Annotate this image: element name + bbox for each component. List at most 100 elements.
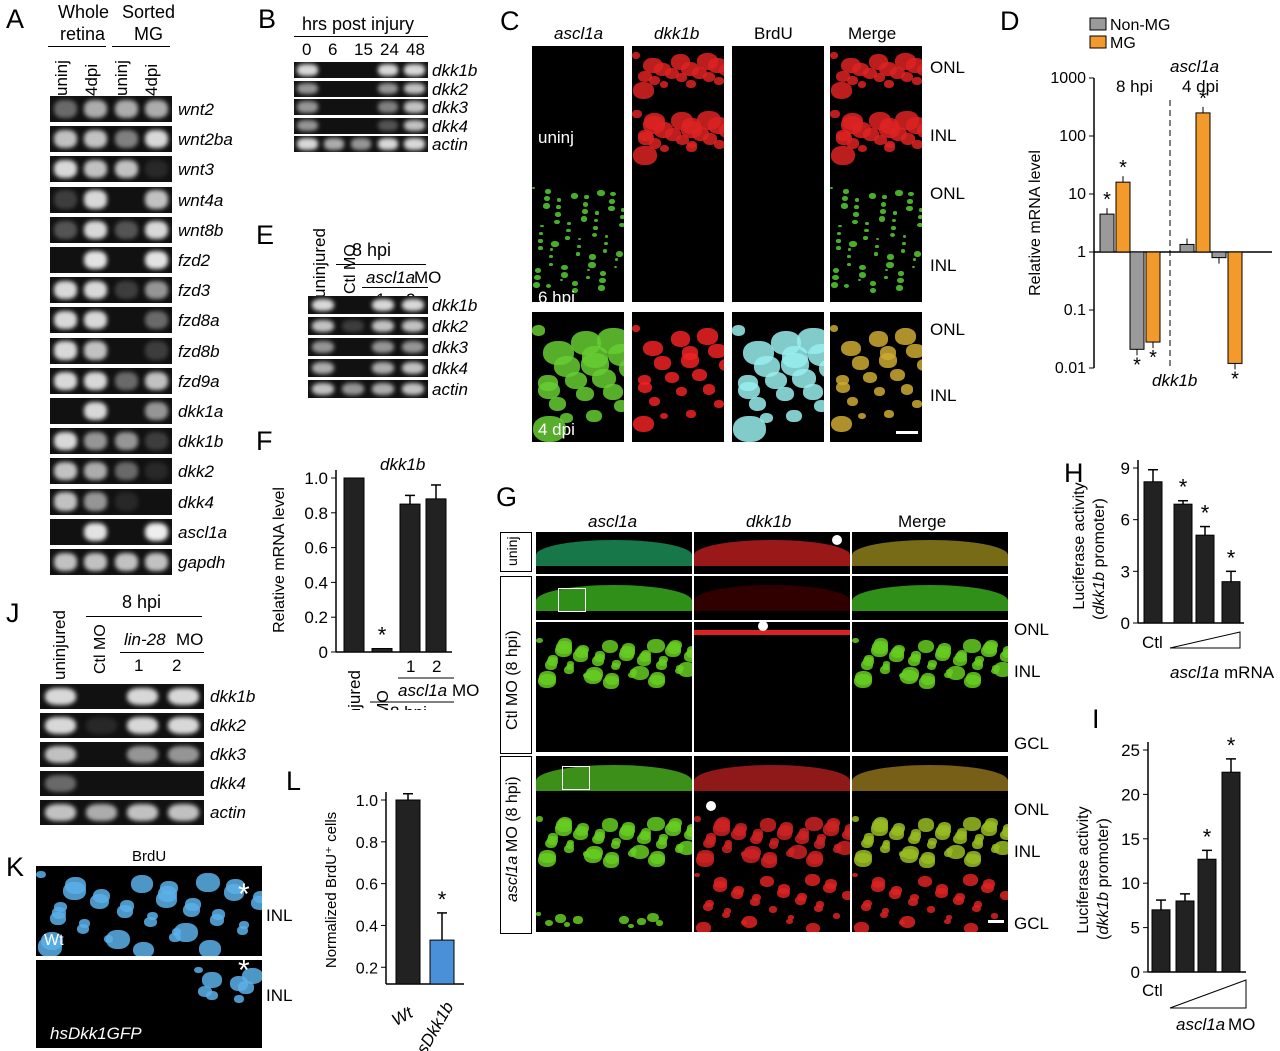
cell-signal bbox=[612, 659, 621, 667]
d-legend-mg: MG bbox=[1110, 35, 1136, 52]
cell-signal bbox=[864, 833, 875, 841]
cell-signal bbox=[543, 196, 551, 202]
a-header-retina: retina bbox=[60, 24, 106, 44]
f-xlabel-1: 1 bbox=[406, 657, 415, 676]
cell-signal bbox=[576, 822, 589, 833]
c-row-label: 4 dpi bbox=[538, 420, 575, 439]
d-gene-top: ascl1a bbox=[1170, 57, 1219, 76]
cell-signal bbox=[206, 991, 218, 1000]
cell-signal bbox=[936, 884, 949, 894]
c-col-label: Merge bbox=[848, 24, 897, 43]
cell-signal bbox=[723, 842, 733, 850]
ytick-label: 0.8 bbox=[304, 504, 328, 523]
i-ylabel-3: promoter) bbox=[1095, 818, 1112, 892]
cell-signal bbox=[1000, 891, 1008, 900]
cell-signal bbox=[786, 918, 794, 925]
gel-band bbox=[114, 160, 138, 179]
k-title: BrdU bbox=[132, 848, 167, 865]
c-micrograph bbox=[732, 46, 824, 174]
cell-signal bbox=[947, 844, 966, 860]
f-ylabel: Relative mRNA level bbox=[271, 487, 288, 633]
cell-signal bbox=[852, 356, 869, 370]
cell-signal bbox=[681, 346, 699, 360]
k-micrograph-hsdkk1gfp bbox=[36, 960, 262, 1048]
cell-signal bbox=[881, 842, 891, 850]
gel-band bbox=[44, 803, 77, 822]
cell-signal bbox=[648, 76, 660, 86]
gel-band bbox=[84, 341, 108, 360]
cell-signal bbox=[621, 208, 624, 212]
cell-signal bbox=[864, 654, 875, 663]
cell-signal bbox=[659, 834, 668, 842]
gel-band bbox=[401, 319, 425, 333]
gel-band bbox=[145, 130, 169, 149]
ytick-label: 1.0 bbox=[304, 469, 328, 488]
cell-signal bbox=[857, 144, 868, 153]
cell-signal bbox=[900, 249, 906, 253]
gel-band bbox=[371, 382, 395, 396]
cell-signal bbox=[917, 359, 922, 372]
gel-band bbox=[114, 432, 138, 451]
gel-band bbox=[297, 119, 318, 132]
cell-signal bbox=[911, 400, 922, 408]
bar bbox=[429, 939, 455, 985]
cell-signal bbox=[594, 211, 599, 215]
tissue-band bbox=[694, 540, 850, 566]
cell-signal bbox=[659, 412, 668, 420]
g-inset-box-2 bbox=[562, 766, 590, 790]
cell-signal bbox=[586, 409, 602, 423]
cell-signal bbox=[836, 129, 851, 142]
gel-band bbox=[377, 101, 398, 113]
gel-band bbox=[167, 716, 200, 735]
ytick-label: 0.6 bbox=[356, 877, 378, 894]
cell-signal bbox=[598, 285, 606, 291]
cell-signal bbox=[560, 271, 569, 278]
cell-signal bbox=[779, 821, 793, 833]
c-col-label: BrdU bbox=[754, 24, 793, 43]
e-gel-dkk4 bbox=[308, 359, 428, 377]
g-scale-bar bbox=[988, 920, 1004, 923]
bar bbox=[1221, 581, 1241, 624]
cell-signal bbox=[962, 638, 981, 654]
cell-signal bbox=[697, 849, 714, 864]
cell-signal bbox=[975, 655, 984, 663]
cell-signal bbox=[160, 881, 178, 896]
cell-signal bbox=[945, 914, 952, 920]
b-gene-label: dkk2 bbox=[432, 79, 468, 99]
cell-signal bbox=[640, 828, 652, 837]
cell-signal bbox=[637, 70, 652, 83]
cell-signal bbox=[868, 192, 876, 199]
cell-signal bbox=[225, 879, 246, 895]
d-ytick-label: 0.1 bbox=[1064, 302, 1086, 319]
cell-signal bbox=[874, 252, 879, 256]
gel-band bbox=[126, 745, 159, 764]
cell-signal bbox=[670, 330, 691, 347]
cell-signal bbox=[917, 123, 922, 138]
cell-signal bbox=[889, 368, 906, 382]
gel-band bbox=[145, 401, 169, 421]
cell-signal bbox=[632, 415, 654, 433]
cell-signal bbox=[613, 265, 618, 269]
c-micrograph bbox=[732, 312, 824, 442]
cell-signal bbox=[853, 205, 859, 210]
cell-signal bbox=[830, 82, 852, 99]
gel-band bbox=[84, 522, 108, 541]
ytick-label: 10 bbox=[1121, 874, 1140, 893]
g-col-label: ascl1a bbox=[588, 512, 638, 531]
cell-signal bbox=[732, 415, 766, 442]
panel-label-a: A bbox=[6, 4, 25, 34]
f-mo-gene: ascl1a bbox=[398, 681, 447, 700]
a-col-label: uninj bbox=[52, 60, 71, 96]
gel-band bbox=[126, 687, 159, 706]
gel-band bbox=[167, 803, 200, 822]
i-ylabel-2: (dkk1b promoter) bbox=[1095, 818, 1112, 940]
cell-signal bbox=[900, 916, 916, 929]
cell-signal bbox=[708, 343, 724, 359]
gel-band bbox=[401, 298, 425, 312]
j-mo-suffix: MO bbox=[176, 630, 204, 649]
ytick-label: 0.6 bbox=[304, 539, 328, 558]
a-gene-label: wnt2 bbox=[178, 100, 214, 119]
g-row-box-2 bbox=[500, 576, 532, 754]
d-star: * bbox=[1149, 347, 1157, 369]
cell-signal bbox=[668, 639, 682, 651]
